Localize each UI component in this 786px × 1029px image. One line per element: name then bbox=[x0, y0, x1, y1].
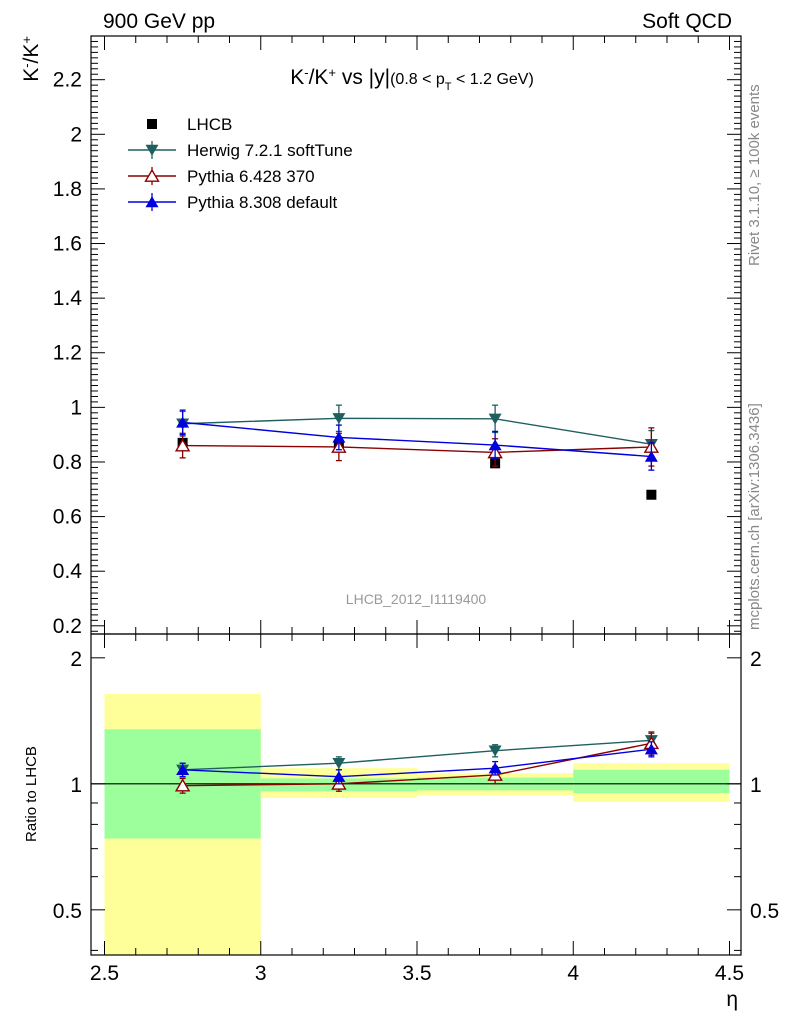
ratio-point-pythia-8-308-default bbox=[332, 770, 346, 782]
legend-marker-lhcb bbox=[147, 119, 157, 129]
ratio-band-inner bbox=[573, 769, 730, 794]
ratio-point-pythia-8-308-default bbox=[644, 743, 658, 755]
y-tick-label: 1.2 bbox=[53, 342, 82, 365]
ratio-line-pythia-8-308-default bbox=[182, 748, 652, 778]
x-tick-label: 4 bbox=[567, 962, 579, 985]
header-left: 900 GeV pp bbox=[103, 10, 215, 33]
ratio-plot-frame bbox=[90, 633, 742, 956]
y-tick-label: 0.8 bbox=[53, 451, 82, 474]
ratio-y-axis-label: Ratio to LHCB bbox=[23, 746, 40, 842]
ratio-point-pythia-8-308-default bbox=[176, 763, 190, 776]
reference-bands bbox=[91, 693, 741, 955]
x-tick-label: 3 bbox=[255, 962, 267, 985]
point-pythia-8-308-default bbox=[488, 439, 502, 451]
legend: LHCB Herwig 7.2.1 softTune Pythia 6.428 37… bbox=[128, 115, 353, 212]
y-tick-label: 1.4 bbox=[53, 287, 83, 310]
point-pythia-8-308-default bbox=[176, 416, 190, 428]
point-herwig-7-2-1-softtune bbox=[332, 413, 346, 425]
ratio-point-pythia-8-308-default bbox=[488, 762, 502, 774]
ratio-y-tick-label: 2 bbox=[70, 648, 82, 671]
series-line-herwig-7-2-1-softtune bbox=[182, 417, 652, 445]
x-tick-label: 3.5 bbox=[402, 962, 431, 985]
plot-title: K-/K+ vs |y|(0.8 < pT < 1.2 GeV) bbox=[290, 65, 534, 94]
legend-label-herwig-7-2-1-softtune: Herwig 7.2.1 softTune bbox=[187, 141, 353, 160]
point-pythia-8-308-default bbox=[644, 450, 658, 462]
legend-marker-pythia-6-428-370 bbox=[144, 168, 160, 182]
axis-ticks: 2.5 3 3.5 4 4.5 0.2 0.4 0.6 0.8 1 1.2 1.4 1.6 1.8 2 2.2… bbox=[53, 36, 779, 985]
y-tick-label: 2.2 bbox=[53, 69, 82, 92]
header-right: Soft QCD bbox=[642, 10, 732, 33]
point-herwig-7-2-1-softtune bbox=[488, 413, 502, 425]
y-tick-label: 0.2 bbox=[53, 615, 82, 638]
x-tick-label: 2.5 bbox=[90, 962, 119, 985]
y-tick-label: 0.4 bbox=[53, 560, 83, 583]
ratio-y-tick-label-right: 0.5 bbox=[750, 900, 779, 923]
ratio-y-tick-label: 1 bbox=[70, 774, 82, 797]
y-tick-label: 1 bbox=[70, 396, 82, 419]
point-pythia-8-308-default bbox=[332, 431, 346, 443]
rivet-version-label: Rivet 3.1.10, ≥ 100k events bbox=[746, 84, 763, 266]
ratio-y-tick-label: 0.5 bbox=[53, 900, 82, 923]
ratio-line-herwig-7-2-1-softtune bbox=[182, 739, 652, 771]
ratio-point-herwig-7-2-1-softtune bbox=[488, 745, 502, 757]
y-axis-label: K-/K+ bbox=[19, 36, 44, 82]
legend-label-pythia-6-428-370: Pythia 6.428 370 bbox=[187, 167, 315, 186]
y-tick-label: 1.8 bbox=[53, 178, 82, 201]
mcplots-source-label: mcplots.cern.ch [arXiv:1306.3436] bbox=[746, 403, 763, 630]
ratio-y-tick-label-right: 2 bbox=[750, 648, 762, 671]
ratio-y-tick-label-right: 1 bbox=[750, 774, 762, 797]
legend-marker-pythia-8-308-default bbox=[145, 196, 159, 208]
series-line-pythia-8-308-default bbox=[182, 421, 652, 458]
legend-marker-herwig-7-2-1-softtune bbox=[145, 144, 159, 156]
y-tick-label: 1.6 bbox=[53, 233, 82, 256]
y-tick-label: 2 bbox=[70, 123, 82, 146]
x-tick-label: 4.5 bbox=[715, 962, 744, 985]
series-markers bbox=[174, 404, 660, 794]
legend-label-pythia-8-308-default: Pythia 8.308 default bbox=[187, 193, 338, 212]
x-axis-label: η bbox=[726, 988, 738, 1011]
y-tick-label: 0.6 bbox=[53, 506, 82, 529]
ratio-point-pythia-6-428-370 bbox=[174, 778, 191, 792]
analysis-watermark: LHCB_2012_I1119400 bbox=[346, 591, 487, 607]
series-line-pythia-6-428-370 bbox=[182, 444, 652, 454]
legend-label-lhcb: LHCB bbox=[187, 115, 232, 134]
plot-frames bbox=[90, 35, 742, 956]
point-pythia-6-428-370 bbox=[174, 438, 191, 452]
point-lhcb bbox=[646, 489, 657, 500]
ratio-point-herwig-7-2-1-softtune bbox=[332, 758, 346, 770]
